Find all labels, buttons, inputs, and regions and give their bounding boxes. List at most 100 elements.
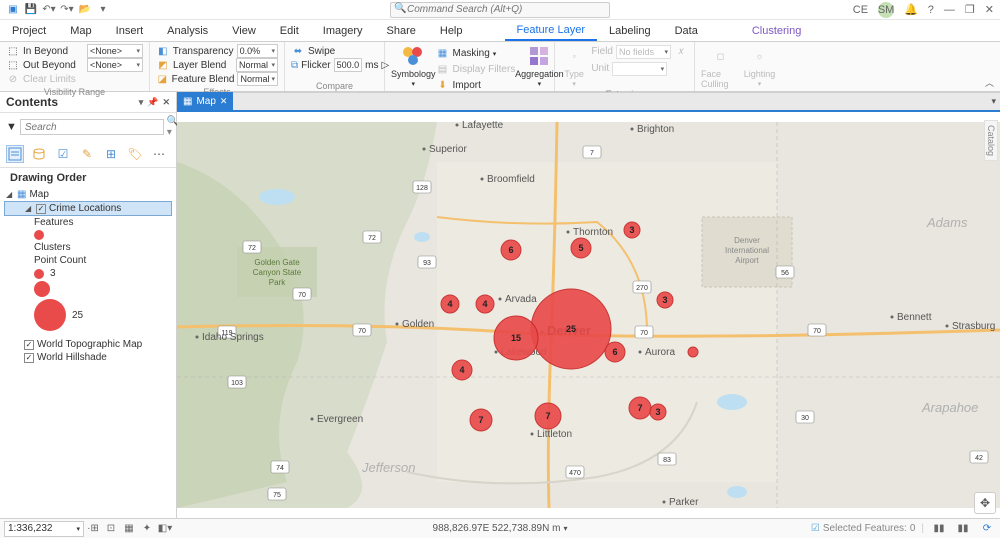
svg-text:75: 75 (273, 492, 281, 499)
map-node[interactable]: ◢▦Map (4, 188, 172, 201)
list-by-editing-icon[interactable]: ✎ (78, 145, 96, 163)
tab-map[interactable]: Map (58, 20, 103, 41)
coord-menu-icon[interactable]: ▾ (563, 524, 567, 533)
notifications-icon[interactable]: 🔔 (904, 3, 918, 16)
pane-close-icon[interactable]: ✕ (162, 97, 170, 108)
basemap-hillshade-checkbox[interactable]: ✓ (24, 353, 34, 363)
lighting-button: ☼Lighting▾ (740, 44, 779, 98)
tab-share[interactable]: Share (375, 20, 428, 41)
basemap-topo-checkbox[interactable]: ✓ (24, 340, 34, 350)
swipe-icon[interactable]: ⬌ (291, 44, 305, 58)
layer-crime-locations[interactable]: ◢✓Crime Locations (4, 201, 172, 216)
in-beyond-combo[interactable]: <None>▾ (87, 44, 143, 58)
flicker-icon[interactable]: ⧉ (291, 58, 298, 72)
svg-text:Aurora: Aurora (645, 347, 675, 358)
sb-snapping-icon[interactable]: ⊡ (103, 521, 119, 537)
tab-view[interactable]: View (220, 20, 268, 41)
swipe-label[interactable]: Swipe (308, 46, 335, 57)
redo-icon[interactable]: ↷▾ (60, 3, 74, 17)
cluster-swatch-small (34, 269, 44, 279)
tab-insert[interactable]: Insert (104, 20, 156, 41)
tab-help[interactable]: Help (428, 20, 475, 41)
tab-clustering[interactable]: Clustering (740, 20, 814, 41)
tab-imagery[interactable]: Imagery (311, 20, 375, 41)
tab-feature-layer[interactable]: Feature Layer (505, 20, 597, 41)
minimize-icon[interactable]: — (944, 4, 955, 16)
map-tab-menu-icon[interactable]: ▾ (991, 96, 996, 107)
svg-text:Brighton: Brighton (637, 124, 674, 135)
layer-checkbox[interactable]: ✓ (36, 204, 46, 214)
group-visibility: ⬚In Beyond<None>▾ ⬚Out Beyond<None>▾ ⊘Cl… (0, 42, 150, 91)
user-avatar[interactable]: SM (878, 2, 894, 18)
pane-menu-icon[interactable]: ▾ (139, 97, 144, 108)
navigator-icon[interactable]: ✥ (974, 492, 996, 514)
save-icon[interactable]: 💾 (24, 3, 38, 17)
group-compare-label: Compare (291, 81, 378, 91)
selected-features-label[interactable]: ☑Selected Features:0 (811, 523, 915, 534)
help-icon[interactable]: ? (928, 4, 934, 16)
command-search[interactable]: 🔍 (390, 2, 610, 18)
command-search-input[interactable] (390, 2, 610, 18)
sb-grid-icon[interactable]: ▦ (121, 521, 137, 537)
filter-icon[interactable]: ▼ (6, 121, 17, 133)
app-icon: ▣ (6, 3, 20, 17)
scale-combo[interactable]: 1:336,232▾ (4, 521, 84, 537)
svg-text:Superior: Superior (429, 144, 467, 155)
tab-labeling[interactable]: Labeling (597, 20, 663, 41)
group-extrusion: ▫ Type▾ FieldNo fields▾𝑥 Unit▾ Extrusion (555, 42, 695, 91)
sb-corrections-icon[interactable]: ✦ (139, 521, 155, 537)
basemap-hillshade[interactable]: ✓World Hillshade (4, 351, 172, 364)
svg-text:470: 470 (569, 470, 581, 477)
close-window-icon[interactable]: ✕ (985, 3, 994, 16)
list-by-selection-icon[interactable]: ☑ (54, 145, 72, 163)
tab-analysis[interactable]: Analysis (155, 20, 220, 41)
list-by-drawing-icon[interactable] (6, 145, 24, 163)
feature-blend-label: Feature Blend (172, 74, 235, 85)
ribbon-collapse-icon[interactable]: ︿ (985, 76, 994, 89)
tab-project[interactable]: Project (0, 20, 58, 41)
list-by-source-icon[interactable] (30, 145, 48, 163)
symbology-button[interactable]: Symbology▾ (391, 44, 436, 93)
sb-pause1-icon[interactable]: ▮▮ (931, 521, 947, 537)
layer-blend-combo[interactable]: Normal▾ (236, 58, 278, 72)
title-bar: ▣ 💾 ↶▾ ↷▾ 📂 ▾ 🔍 CE SM 🔔 ? — ❐ ✕ (0, 0, 1000, 20)
sb-refresh-icon[interactable]: ⟳ (979, 521, 995, 537)
cluster-symbol-min: 3 (4, 267, 172, 280)
svg-text:Strasburg: Strasburg (952, 321, 995, 332)
map-tab-close-icon[interactable]: ✕ (220, 96, 228, 107)
symbology-icon (401, 44, 425, 68)
svg-text:Lafayette: Lafayette (462, 120, 504, 131)
qa-dropdown-icon[interactable]: ▾ (96, 3, 110, 17)
contents-title: Contents (6, 95, 58, 109)
map-tab[interactable]: ▦Map✕ (177, 92, 233, 110)
basemap-topo[interactable]: ✓World Topographic Map (4, 338, 172, 351)
contents-more-icon[interactable]: ⋯ (150, 145, 168, 163)
list-by-snapping-icon[interactable]: ⊞ (102, 145, 120, 163)
undo-icon[interactable]: ↶▾ (42, 3, 56, 17)
masking-button[interactable]: Masking (453, 48, 490, 59)
clear-limits-icon: ⊘ (6, 72, 20, 86)
sb-constraints-icon[interactable]: ·⊞ (85, 521, 101, 537)
out-beyond-combo[interactable]: <None>▾ (87, 58, 143, 72)
flicker-value[interactable]: 500.0 (334, 58, 363, 72)
contents-search-input[interactable] (20, 119, 164, 135)
map-view[interactable]: Golden GateCanyon StateParkDenverInterna… (177, 112, 1000, 518)
transparency-combo[interactable]: 0.0%▾ (237, 44, 278, 58)
sb-dynamic-icon[interactable]: ◧▾ (157, 521, 173, 537)
open-icon[interactable]: 📂 (78, 3, 92, 17)
lighting-icon: ☼ (748, 44, 772, 68)
source-catalog-vert[interactable]: Catalog (984, 120, 998, 161)
svg-text:Denver: Denver (734, 236, 760, 245)
import-button[interactable]: Import (453, 80, 481, 91)
list-by-labeling-icon[interactable]: 🏷 (126, 145, 144, 163)
main-area: Contents ▾📌✕ ▼ 🔍▾ ☑ ✎ ⊞ 🏷 ⋯ Drawing Orde… (0, 92, 1000, 518)
tab-data[interactable]: Data (663, 20, 710, 41)
maximize-icon[interactable]: ❐ (965, 3, 975, 16)
svg-text:Golden: Golden (402, 319, 434, 330)
pane-pin-icon[interactable]: 📌 (147, 97, 158, 108)
feature-blend-combo[interactable]: Normal▾ (237, 72, 278, 86)
svg-text:Thornton: Thornton (573, 227, 613, 238)
features-label: Features (4, 216, 172, 229)
tab-edit[interactable]: Edit (268, 20, 311, 41)
sb-pause2-icon[interactable]: ▮▮ (955, 521, 971, 537)
